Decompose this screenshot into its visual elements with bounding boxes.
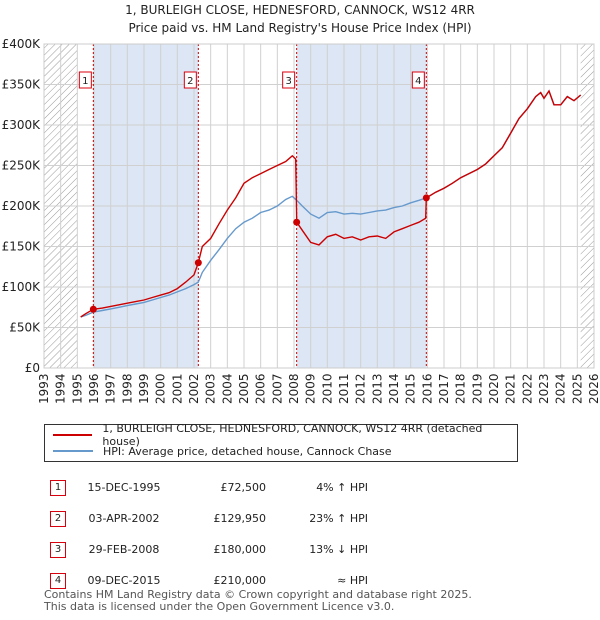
legend-item-price: 1, BURLEIGH CLOSE, HEDNESFORD, CANNOCK, … [53,422,517,448]
x-tick-label: 2016 [420,373,434,404]
sale-marker [89,305,97,313]
transaction-hpi-diff: 13% ↓ HPI [309,543,368,556]
footer: Contains HM Land Registry data © Crown c… [44,589,472,613]
transaction-number: 1 [50,479,66,496]
x-tick-label: 2013 [370,373,384,404]
chart-title: 1, BURLEIGH CLOSE, HEDNESFORD, CANNOCK, … [125,3,475,17]
transaction-price: £129,950 [213,512,267,525]
transaction-hpi-diff: 23% ↑ HPI [309,512,368,525]
x-tick-label: 1997 [104,373,118,404]
x-tick-label: 2015 [404,373,418,404]
transaction-row: 4 09-DEC-2015 £210,000 ≈ HPI [40,565,368,596]
y-tick-label: £200K [2,199,42,213]
x-tick-label: 2025 [570,373,584,404]
price-paid-line [80,89,582,318]
sale-label: 4 [415,76,421,87]
sale-marker [422,194,430,202]
x-tick-label: 2001 [170,373,184,404]
x-tick-label: 2012 [354,373,368,404]
sale-label-box [183,71,197,89]
x-tick-label: 2023 [537,373,551,404]
sale-label-box [78,71,92,89]
y-tick-label: £100K [2,280,42,294]
x-tick-label: 2005 [237,373,251,404]
chart-subtitle: Price paid vs. HM Land Registry's House … [128,21,472,35]
x-tick-label: 2004 [220,373,234,404]
sale-marker [194,259,202,267]
sale-label: 2 [187,76,193,87]
legend: 1, BURLEIGH CLOSE, HEDNESFORD, CANNOCK, … [44,422,518,462]
x-tick-label: 2000 [154,373,168,404]
x-tick-label: 2021 [504,373,518,404]
x-tick-label: 1995 [70,373,84,404]
x-tick-label: 2006 [254,373,268,404]
transaction-price: £210,000 [213,574,267,587]
x-tick-label: 2011 [337,373,351,404]
transaction-hpi-diff: 4% ↑ HPI [316,481,368,494]
transaction-date: 03-APR-2002 [88,512,160,525]
price-chart: 1 2 3 4 £0 £50K £100K £150K £200K £250K £300K £350K… [2,37,600,404]
x-tick-label: 1996 [87,373,101,404]
transaction-row: 2 03-APR-2002 £129,950 23% ↑ HPI [40,503,368,534]
x-tick-label: 2020 [487,373,501,404]
x-tick-label: 2003 [204,373,218,404]
x-tick-label: 2010 [320,373,334,404]
transactions-table: 1 15-DEC-1995 £72,500 4% ↑ HPI 2 03-APR-2002 £… [40,472,368,596]
x-tick-label: 2017 [437,373,451,404]
y-tick-label: £50K [9,321,41,335]
sale-label-box [282,71,296,89]
x-tick-label: 2024 [554,373,568,404]
x-tick-label: 2007 [270,373,284,404]
x-tick-label: 2018 [454,373,468,404]
transaction-date: 29-FEB-2008 [88,543,160,556]
legend-price-line-icon [53,434,93,436]
sale-label: 1 [82,76,88,87]
sale-label-box [411,71,425,89]
transaction-number: 2 [50,510,66,527]
legend-price-label: 1, BURLEIGH CLOSE, HEDNESFORD, CANNOCK, … [102,422,483,448]
y-tick-label: £0 [25,361,40,375]
transaction-price: £180,000 [213,543,267,556]
transaction-row: 3 29-FEB-2008 £180,000 13% ↓ HPI [40,534,368,565]
transaction-date: 09-DEC-2015 [87,574,161,587]
legend-item-hpi: HPI: Average price, detached house, Cann… [53,444,392,458]
x-tick-label: 2008 [287,373,301,404]
x-tick-label: 1998 [120,373,134,404]
footer-copyright: Contains HM Land Registry data © Crown c… [44,588,472,601]
x-tick-label: 2002 [187,373,201,404]
x-tick-label: 1999 [137,373,151,404]
plot-frame [43,43,595,369]
sale-marker [293,218,301,226]
x-tick-label: 2019 [470,373,484,404]
y-tick-label: £400K [2,37,42,51]
x-tick-label: 2022 [520,373,534,404]
y-tick-label: £350K [2,78,42,92]
x-tick-label: 1993 [37,373,51,404]
transaction-number: 3 [50,541,66,558]
y-tick-label: £150K [2,240,42,254]
x-tick-label: 2026 [587,373,600,404]
transaction-price: £72,500 [220,481,267,494]
x-tick-label: 2014 [387,373,401,404]
x-tick-label: 2009 [304,373,318,404]
legend-hpi-line-icon [53,450,93,452]
x-tick-label: 1994 [54,373,68,404]
transaction-row: 1 15-DEC-1995 £72,500 4% ↑ HPI [40,472,368,503]
transaction-hpi-diff: ≈ HPI [337,574,368,587]
transaction-number: 4 [50,572,66,589]
transaction-date: 15-DEC-1995 [87,481,161,494]
sale-label: 3 [285,76,291,87]
y-tick-label: £250K [2,159,42,173]
footer-licence: This data is licensed under the Open Gov… [44,600,395,613]
y-tick-label: £300K [2,118,42,132]
legend-hpi-label: HPI: Average price, detached house, Cann… [103,444,392,458]
